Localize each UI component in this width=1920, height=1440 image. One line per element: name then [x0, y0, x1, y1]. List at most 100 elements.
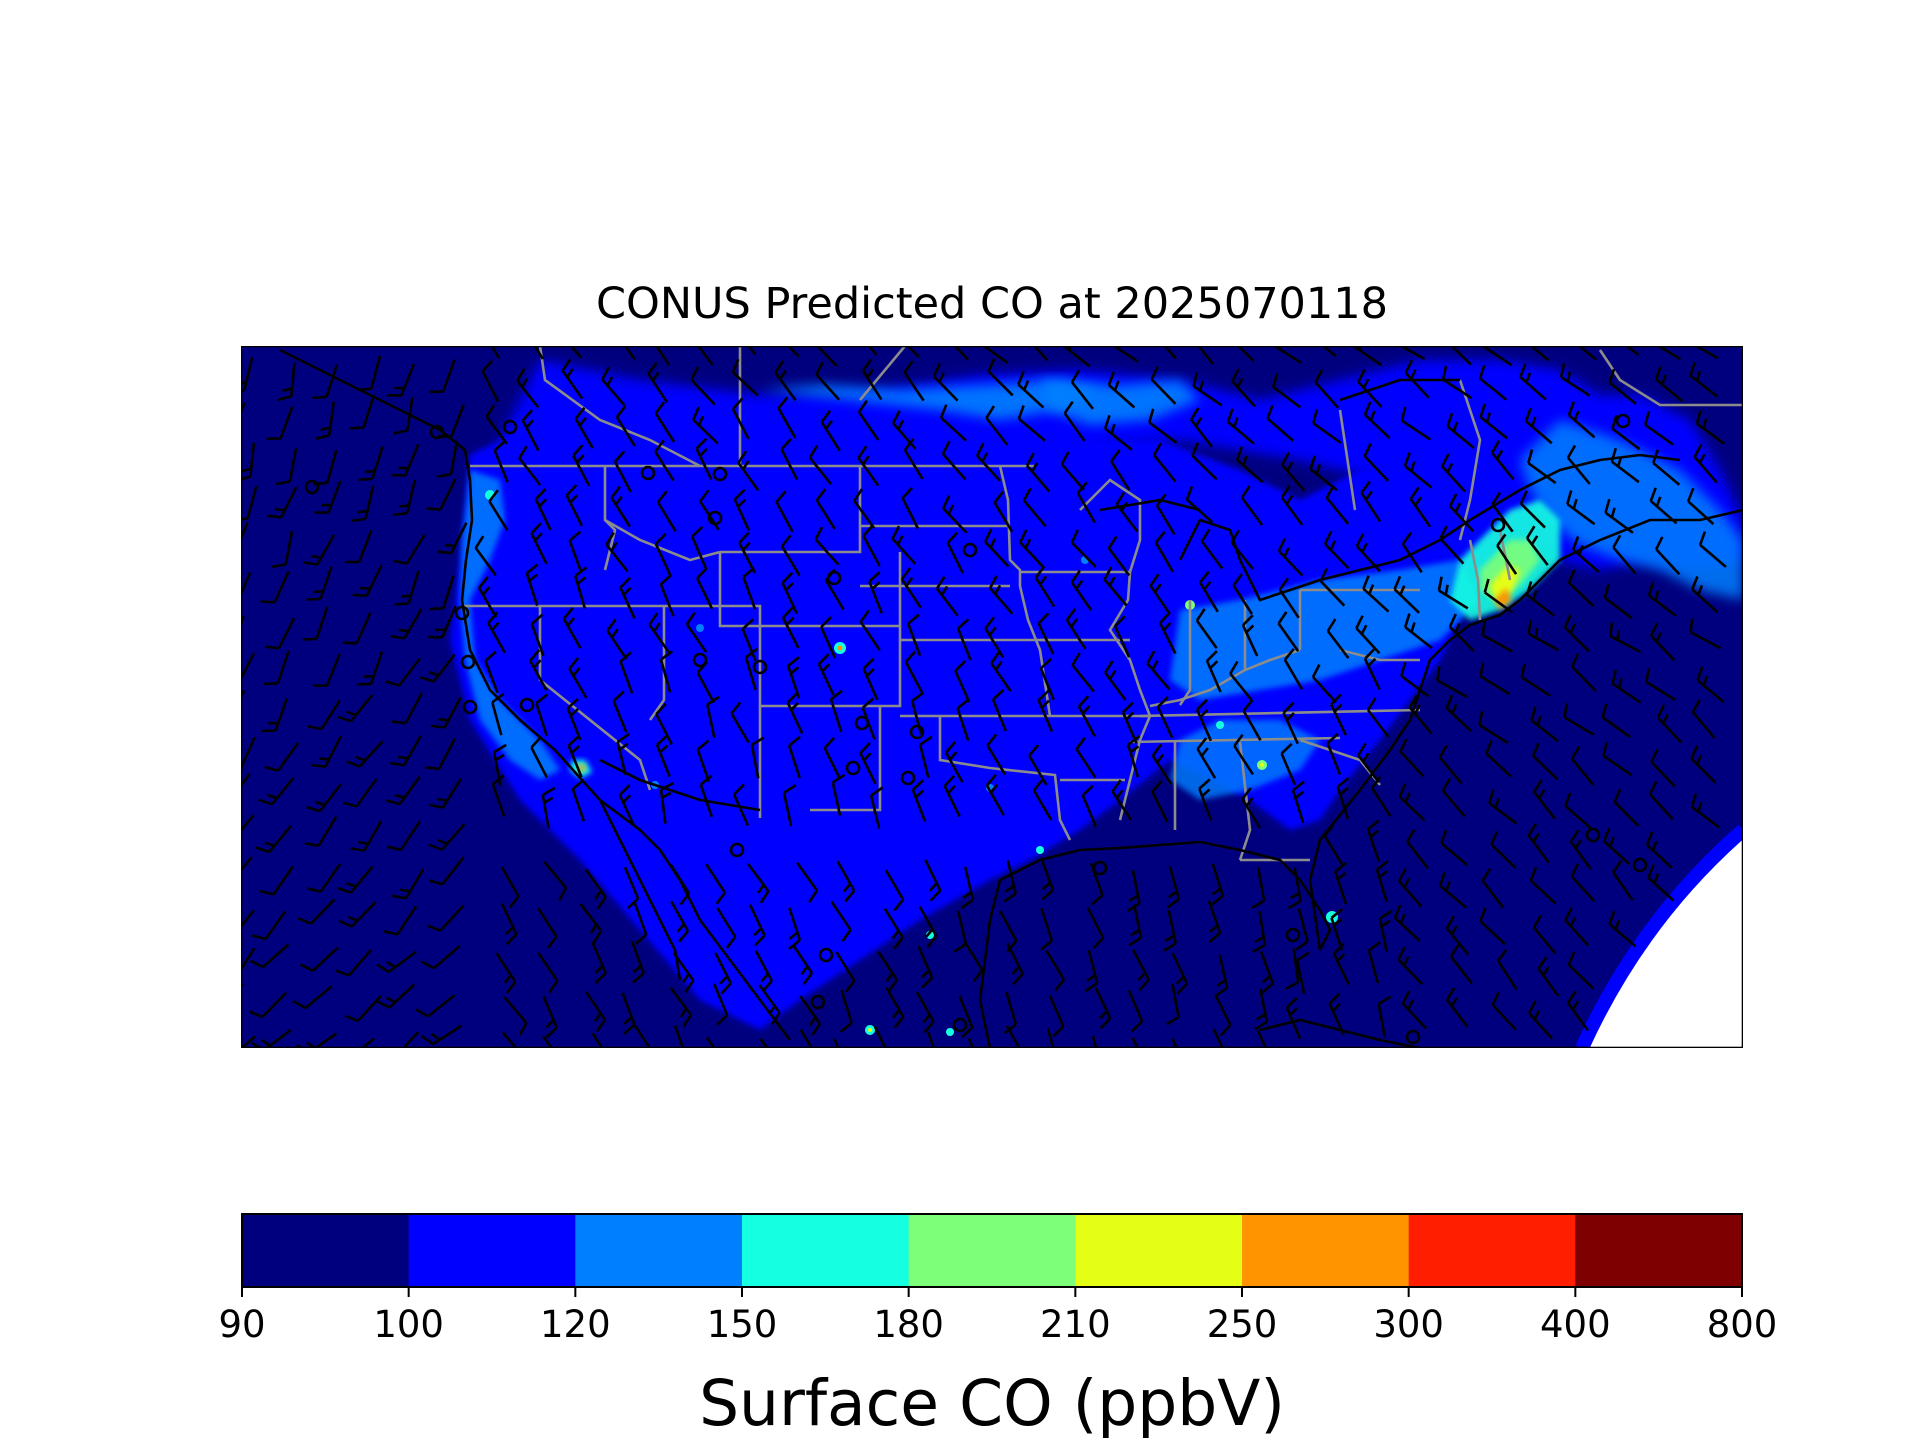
- wind-barb-shaft: [1283, 659, 1304, 690]
- wind-barb-shaft: [758, 984, 781, 1014]
- wind-barb-flag: [1401, 990, 1411, 1005]
- wind-barb-flag: [420, 676, 435, 683]
- wind-barb-shaft: [1404, 372, 1430, 399]
- wind-barb-flag: [342, 801, 358, 808]
- wind-barb-flag: [1254, 935, 1265, 944]
- wind-barb-shaft: [731, 408, 750, 440]
- wind-barb-shaft: [1394, 916, 1421, 942]
- wind-barb-flag: [1070, 369, 1081, 383]
- wind-barb-flag: [751, 736, 765, 747]
- wind-barb-flag: [1397, 946, 1406, 961]
- wind-barb-flag: [1608, 368, 1616, 383]
- wind-barb-flag: [1103, 414, 1111, 429]
- wind-barb-flag: [1233, 733, 1244, 747]
- wind-barb-shaft: [1227, 420, 1255, 445]
- border-canada-4: [1598, 349, 1743, 407]
- calm-marker: [707, 510, 723, 526]
- wind-barb-flag: [1524, 407, 1532, 422]
- wind-barb-flag: [1285, 997, 1298, 1009]
- wind-barb-shaft: [1449, 346, 1472, 366]
- wind-barb-flag: [691, 525, 704, 538]
- wind-barb-flag: [1532, 914, 1543, 929]
- wind-barb-shaft: [1566, 1002, 1590, 1032]
- wind-barb-shaft: [623, 346, 636, 361]
- wind-barb-shaft: [533, 346, 545, 360]
- wind-barb-shaft: [1609, 635, 1642, 654]
- wind-barb-flag: [1231, 368, 1240, 382]
- calm-marker: [1615, 413, 1631, 429]
- wind-barb-shaft: [1352, 346, 1383, 367]
- wind-barb-flag: [1330, 693, 1342, 706]
- wind-barb-flag: [1376, 859, 1389, 871]
- wind-barb-shaft: [591, 941, 607, 974]
- wind-barb-shaft: [1131, 869, 1141, 904]
- wind-barb-flag: [926, 935, 938, 948]
- wind-barb-flag: [1245, 624, 1255, 634]
- wind-barb-flag: [1567, 401, 1576, 416]
- wind-barb-shaft: [1564, 804, 1592, 830]
- wind-barb-flag: [1329, 540, 1337, 551]
- wind-barb-shaft: [319, 566, 333, 600]
- wind-barb-shaft: [1608, 923, 1637, 948]
- wind-barb-shaft: [1530, 719, 1559, 743]
- wind-barb-flag: [1252, 943, 1266, 954]
- wind-barb-flag: [1537, 956, 1548, 970]
- wind-barb-shaft: [1062, 346, 1091, 368]
- wind-barb-flag: [808, 444, 819, 459]
- wind-barb-flag: [307, 725, 322, 731]
- wind-barb-flag: [1266, 404, 1274, 419]
- wind-barb-flag: [1281, 451, 1291, 466]
- wind-barb-shaft: [1132, 904, 1143, 939]
- wind-barb-flag: [1151, 660, 1159, 671]
- wind-barb-shaft: [1113, 625, 1131, 658]
- wind-barb-flag: [558, 887, 568, 901]
- wind-barb-shaft: [537, 907, 558, 938]
- wind-barb-shaft: [833, 1038, 840, 1048]
- wind-barb-shaft: [541, 794, 550, 829]
- wind-barb-flag: [985, 405, 996, 419]
- wind-barb-flag: [398, 628, 409, 633]
- no-data-region: [1582, 830, 1743, 1048]
- colorbar-tick-label: 300: [1373, 1303, 1444, 1346]
- wind-barb-shaft: [1087, 949, 1099, 984]
- wind-barb-shaft: [1525, 420, 1553, 445]
- wind-barb-flag: [387, 845, 402, 852]
- wind-barb-shaft: [1065, 619, 1087, 650]
- wind-barb-shaft: [857, 411, 880, 441]
- wind-barb-flag: [1199, 570, 1210, 584]
- wind-barb-flag: [1039, 575, 1048, 586]
- wind-barb-shaft: [993, 501, 1014, 533]
- wind-barb-shaft: [388, 950, 417, 974]
- wind-barb-shaft: [1324, 543, 1350, 570]
- wind-barb-shaft: [926, 1031, 936, 1048]
- wind-barb-shaft: [290, 362, 296, 397]
- wind-barb-flag: [782, 606, 794, 619]
- wind-barb-shaft: [1497, 960, 1518, 991]
- wind-barb-flag: [660, 573, 673, 586]
- co-hotspot-atlanta-core: [1260, 763, 1264, 767]
- wind-barb-flag: [251, 1041, 263, 1048]
- wind-barb-flag: [1271, 373, 1279, 388]
- wind-barb-shaft: [268, 824, 292, 853]
- wind-barb-shaft: [270, 777, 295, 806]
- wind-barb-flag: [1481, 868, 1492, 882]
- wind-barb-flag: [1211, 894, 1224, 906]
- wind-barb-flag: [1564, 907, 1573, 921]
- wind-barb-flag: [1651, 840, 1658, 851]
- border-ny-vt: [1468, 539, 1482, 621]
- wind-barb-shaft: [1040, 907, 1054, 942]
- wind-barb-shaft: [574, 575, 587, 609]
- wind-barb-flag: [887, 979, 899, 993]
- wind-barb-shaft: [1646, 844, 1673, 869]
- wind-barb-flag: [1084, 981, 1098, 993]
- wind-barb-flag: [1325, 484, 1335, 499]
- wind-barb-flag: [928, 1064, 939, 1073]
- wind-barb-shaft: [241, 773, 251, 789]
- wind-barb-flag: [737, 450, 748, 464]
- wind-barb-flag: [258, 798, 273, 806]
- wind-barb-flag: [1363, 401, 1372, 416]
- wind-barb-flag: [1566, 490, 1573, 505]
- wind-barb-shaft: [530, 623, 545, 657]
- colorbar-bin-120-150: [575, 1214, 743, 1287]
- wind-barb-flag: [346, 710, 357, 717]
